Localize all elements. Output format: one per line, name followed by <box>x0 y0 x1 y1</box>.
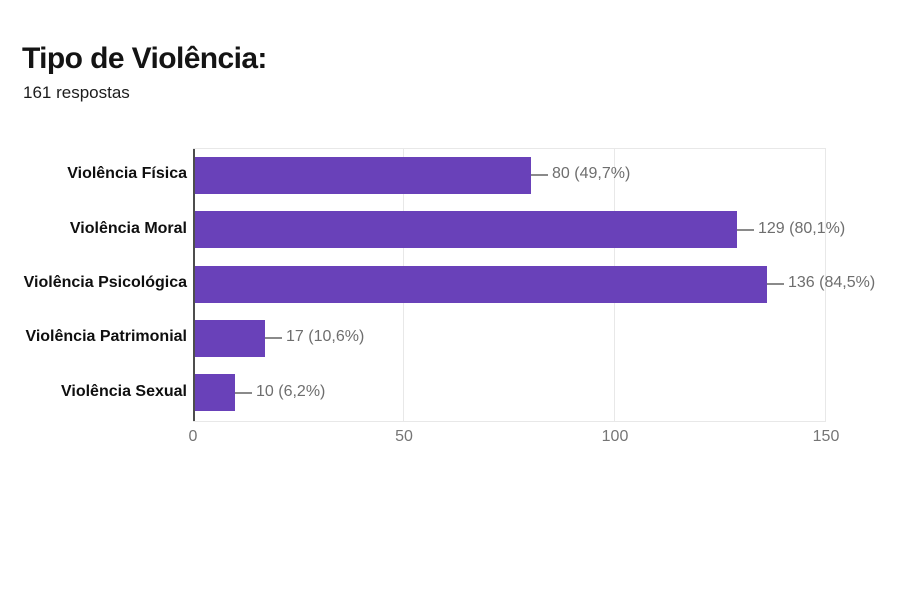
x-tick-label-150: 150 <box>812 428 840 445</box>
bar <box>193 211 737 248</box>
bar <box>193 266 767 303</box>
category-label: Violência Física <box>67 165 187 182</box>
value-connector-line <box>767 283 784 285</box>
x-tick-label-100: 100 <box>601 428 629 445</box>
value-label: 10 (6,2%) <box>256 383 326 400</box>
value-connector-line <box>737 229 754 231</box>
value-label: 80 (49,7%) <box>552 165 631 182</box>
value-label: 136 (84,5%) <box>788 274 876 291</box>
category-label: Violência Moral <box>69 220 187 237</box>
value-connector-line <box>265 337 282 339</box>
bar <box>193 157 531 194</box>
gridline-x-150 <box>825 149 826 421</box>
value-connector-line <box>235 392 252 394</box>
chart-title: Tipo de Violência: <box>22 42 267 75</box>
response-count: 161 respostas <box>23 83 130 102</box>
category-label: Violência Psicológica <box>23 274 187 291</box>
category-label: Violência Patrimonial <box>25 328 187 345</box>
bar <box>193 320 265 357</box>
value-connector-line <box>531 174 548 176</box>
value-label: 129 (80,1%) <box>758 220 846 237</box>
y-axis-line <box>193 149 195 421</box>
bar <box>193 374 235 411</box>
value-label: 17 (10,6%) <box>286 328 365 345</box>
category-label: Violência Sexual <box>61 383 187 400</box>
x-tick-label-0: 0 <box>188 428 198 445</box>
x-tick-label-50: 50 <box>395 428 413 445</box>
